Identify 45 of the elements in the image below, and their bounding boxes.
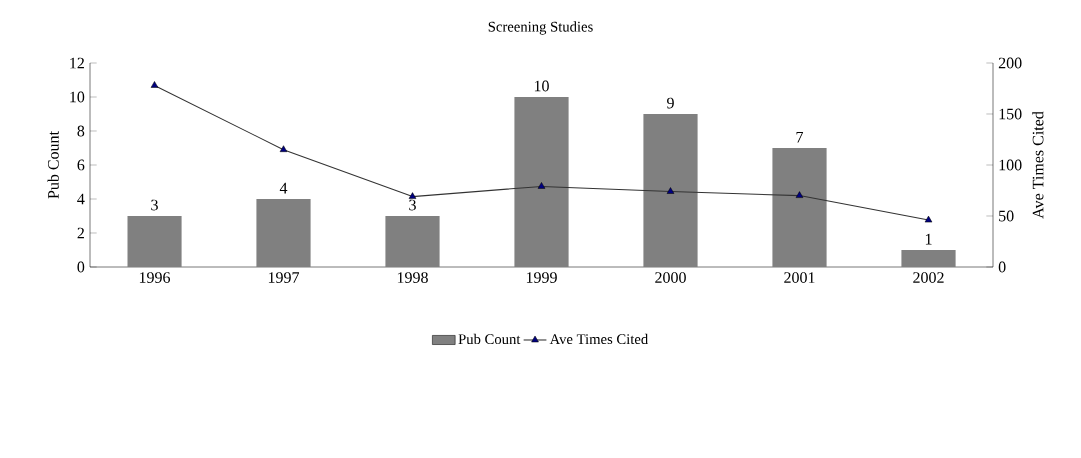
bar — [385, 216, 440, 267]
point — [795, 191, 804, 198]
y2-tick-label: 150 — [999, 108, 1022, 120]
point — [537, 182, 546, 189]
y2-tick-label: 200 — [998, 57, 1022, 69]
point — [666, 187, 675, 194]
bar — [256, 199, 311, 267]
y-tick-label: 6 — [77, 159, 85, 171]
data-label: 10 — [534, 80, 549, 92]
y2-tick-label: 50 — [999, 210, 1014, 222]
point — [279, 145, 288, 152]
point — [150, 81, 159, 88]
legend-label: Ave Times Cited — [549, 333, 649, 345]
data-label: 3 — [151, 199, 158, 211]
point — [924, 215, 933, 223]
bar — [643, 114, 698, 267]
x-tick-label: 2001 — [784, 272, 815, 283]
data-label: 3 — [409, 199, 416, 211]
y2-axis-title: Ave Times Cited — [1032, 111, 1044, 219]
x-tick-label: 2000 — [655, 272, 686, 283]
x-tick-label: 1998 — [397, 272, 428, 283]
data-label: 9 — [667, 97, 674, 109]
data-label: 4 — [279, 182, 288, 194]
bar — [514, 97, 569, 267]
point — [408, 192, 417, 199]
x-tick-label: 1997 — [268, 272, 300, 283]
y-tick-label: 10 — [70, 91, 85, 103]
bar — [901, 250, 956, 267]
y2-tick-label: 100 — [999, 159, 1022, 171]
legend-label: Pub Count — [458, 333, 521, 345]
y-tick-label: 2 — [77, 227, 84, 239]
x-tick-label: 1999 — [526, 272, 557, 283]
data-label: 7 — [796, 131, 804, 143]
x-tick-label: 2002 — [913, 272, 944, 283]
data-label: 1 — [925, 233, 932, 245]
x-tick-label: 1996 — [139, 272, 171, 283]
bar — [127, 216, 182, 267]
chart-title: Screening Studies — [488, 21, 593, 35]
bar — [772, 148, 827, 267]
y-tick-label: 0 — [77, 261, 85, 273]
y-tick-label: 4 — [77, 193, 85, 205]
y2-tick-label: 0 — [998, 261, 1006, 273]
y-axis-title: Pub Count — [47, 131, 59, 199]
y-tick-label: 8 — [77, 125, 85, 137]
y-tick-label: 12 — [70, 57, 84, 69]
